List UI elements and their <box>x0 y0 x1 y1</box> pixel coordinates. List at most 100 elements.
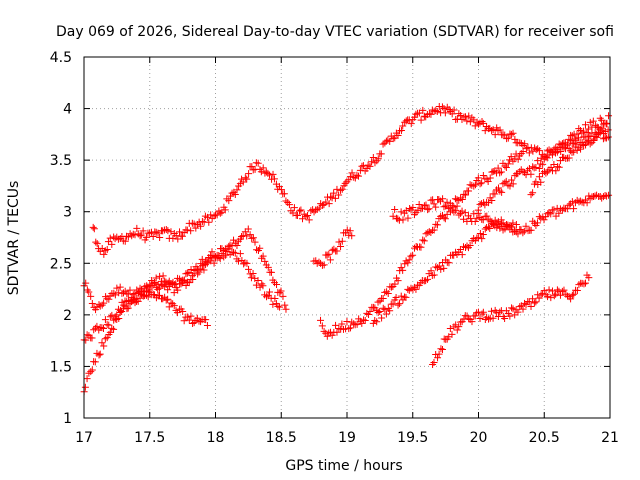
data-point <box>497 216 505 224</box>
data-point <box>474 120 482 128</box>
data-point <box>555 209 563 217</box>
data-point <box>366 162 374 170</box>
data-point <box>550 206 558 214</box>
data-point <box>570 205 578 213</box>
data-point <box>82 279 90 287</box>
data-point <box>486 174 494 182</box>
data-point <box>325 200 333 208</box>
data-point <box>113 311 121 319</box>
data-point <box>152 228 160 236</box>
data-point <box>379 294 387 302</box>
data-point <box>392 293 400 301</box>
data-point <box>151 279 159 287</box>
data-point <box>187 227 195 235</box>
data-point <box>110 325 118 333</box>
data-point <box>216 255 224 263</box>
data-point <box>256 244 264 252</box>
data-point <box>491 190 499 198</box>
data-point <box>529 189 537 197</box>
data-point <box>136 232 144 240</box>
data-point <box>128 232 136 240</box>
data-point <box>399 216 407 224</box>
data-point <box>581 121 589 129</box>
data-point <box>394 132 402 140</box>
data-point <box>143 282 151 290</box>
data-point <box>323 251 331 259</box>
data-point <box>458 251 466 259</box>
x-axis-label: GPS time / hours <box>285 458 402 474</box>
data-point <box>293 212 301 220</box>
data-point <box>588 129 596 137</box>
data-point <box>540 152 548 160</box>
data-point <box>537 178 545 186</box>
data-point <box>343 226 351 234</box>
data-point <box>580 280 588 288</box>
data-point <box>575 125 583 133</box>
data-point <box>396 300 404 308</box>
data-point <box>552 144 560 152</box>
data-point <box>506 312 514 320</box>
data-point <box>461 113 469 121</box>
data-point <box>466 214 474 222</box>
data-point <box>328 331 336 339</box>
data-point <box>277 186 285 194</box>
data-point <box>554 163 562 171</box>
data-point <box>178 279 186 287</box>
data-point <box>391 206 399 214</box>
data-point <box>82 336 90 344</box>
data-point <box>88 334 96 342</box>
data-point <box>167 228 175 236</box>
data-point <box>420 237 428 245</box>
data-point <box>247 274 255 282</box>
data-point <box>494 218 502 226</box>
data-point <box>215 254 223 262</box>
data-point <box>369 303 377 311</box>
data-point <box>442 202 450 210</box>
data-point <box>558 140 566 148</box>
data-point <box>494 184 502 192</box>
data-point <box>337 186 345 194</box>
data-point <box>251 238 259 246</box>
data-point <box>409 251 417 259</box>
data-point <box>369 153 377 161</box>
data-point <box>335 325 343 333</box>
data-point <box>271 295 279 303</box>
data-point <box>550 147 558 155</box>
data-point <box>424 206 432 214</box>
data-point <box>246 231 254 239</box>
data-point <box>189 272 197 280</box>
data-point <box>228 189 236 197</box>
data-point <box>320 327 328 335</box>
data-point <box>476 200 484 208</box>
data-point <box>565 135 573 143</box>
data-point <box>486 224 494 232</box>
data-point <box>415 201 423 209</box>
data-point <box>381 305 389 313</box>
data-point <box>530 299 538 307</box>
data-point <box>522 222 530 230</box>
series-track-j <box>527 120 612 199</box>
data-point <box>440 203 448 211</box>
data-point <box>378 314 386 322</box>
data-point <box>326 256 334 264</box>
data-point <box>202 316 210 324</box>
data-point <box>335 191 343 199</box>
data-point <box>269 300 277 308</box>
data-point <box>176 275 184 283</box>
y-tick-label: 2 <box>63 308 72 324</box>
data-point <box>386 137 394 145</box>
data-point <box>486 217 494 225</box>
data-point <box>489 167 497 175</box>
data-point <box>333 247 341 255</box>
data-point <box>327 193 335 201</box>
data-point <box>252 281 260 289</box>
data-point <box>402 293 410 301</box>
data-point <box>177 280 185 288</box>
data-point <box>126 286 134 294</box>
data-point <box>405 256 413 264</box>
data-point <box>532 298 540 306</box>
data-point <box>365 311 373 319</box>
data-point <box>363 309 371 317</box>
data-point <box>485 223 493 231</box>
data-point <box>407 120 415 128</box>
